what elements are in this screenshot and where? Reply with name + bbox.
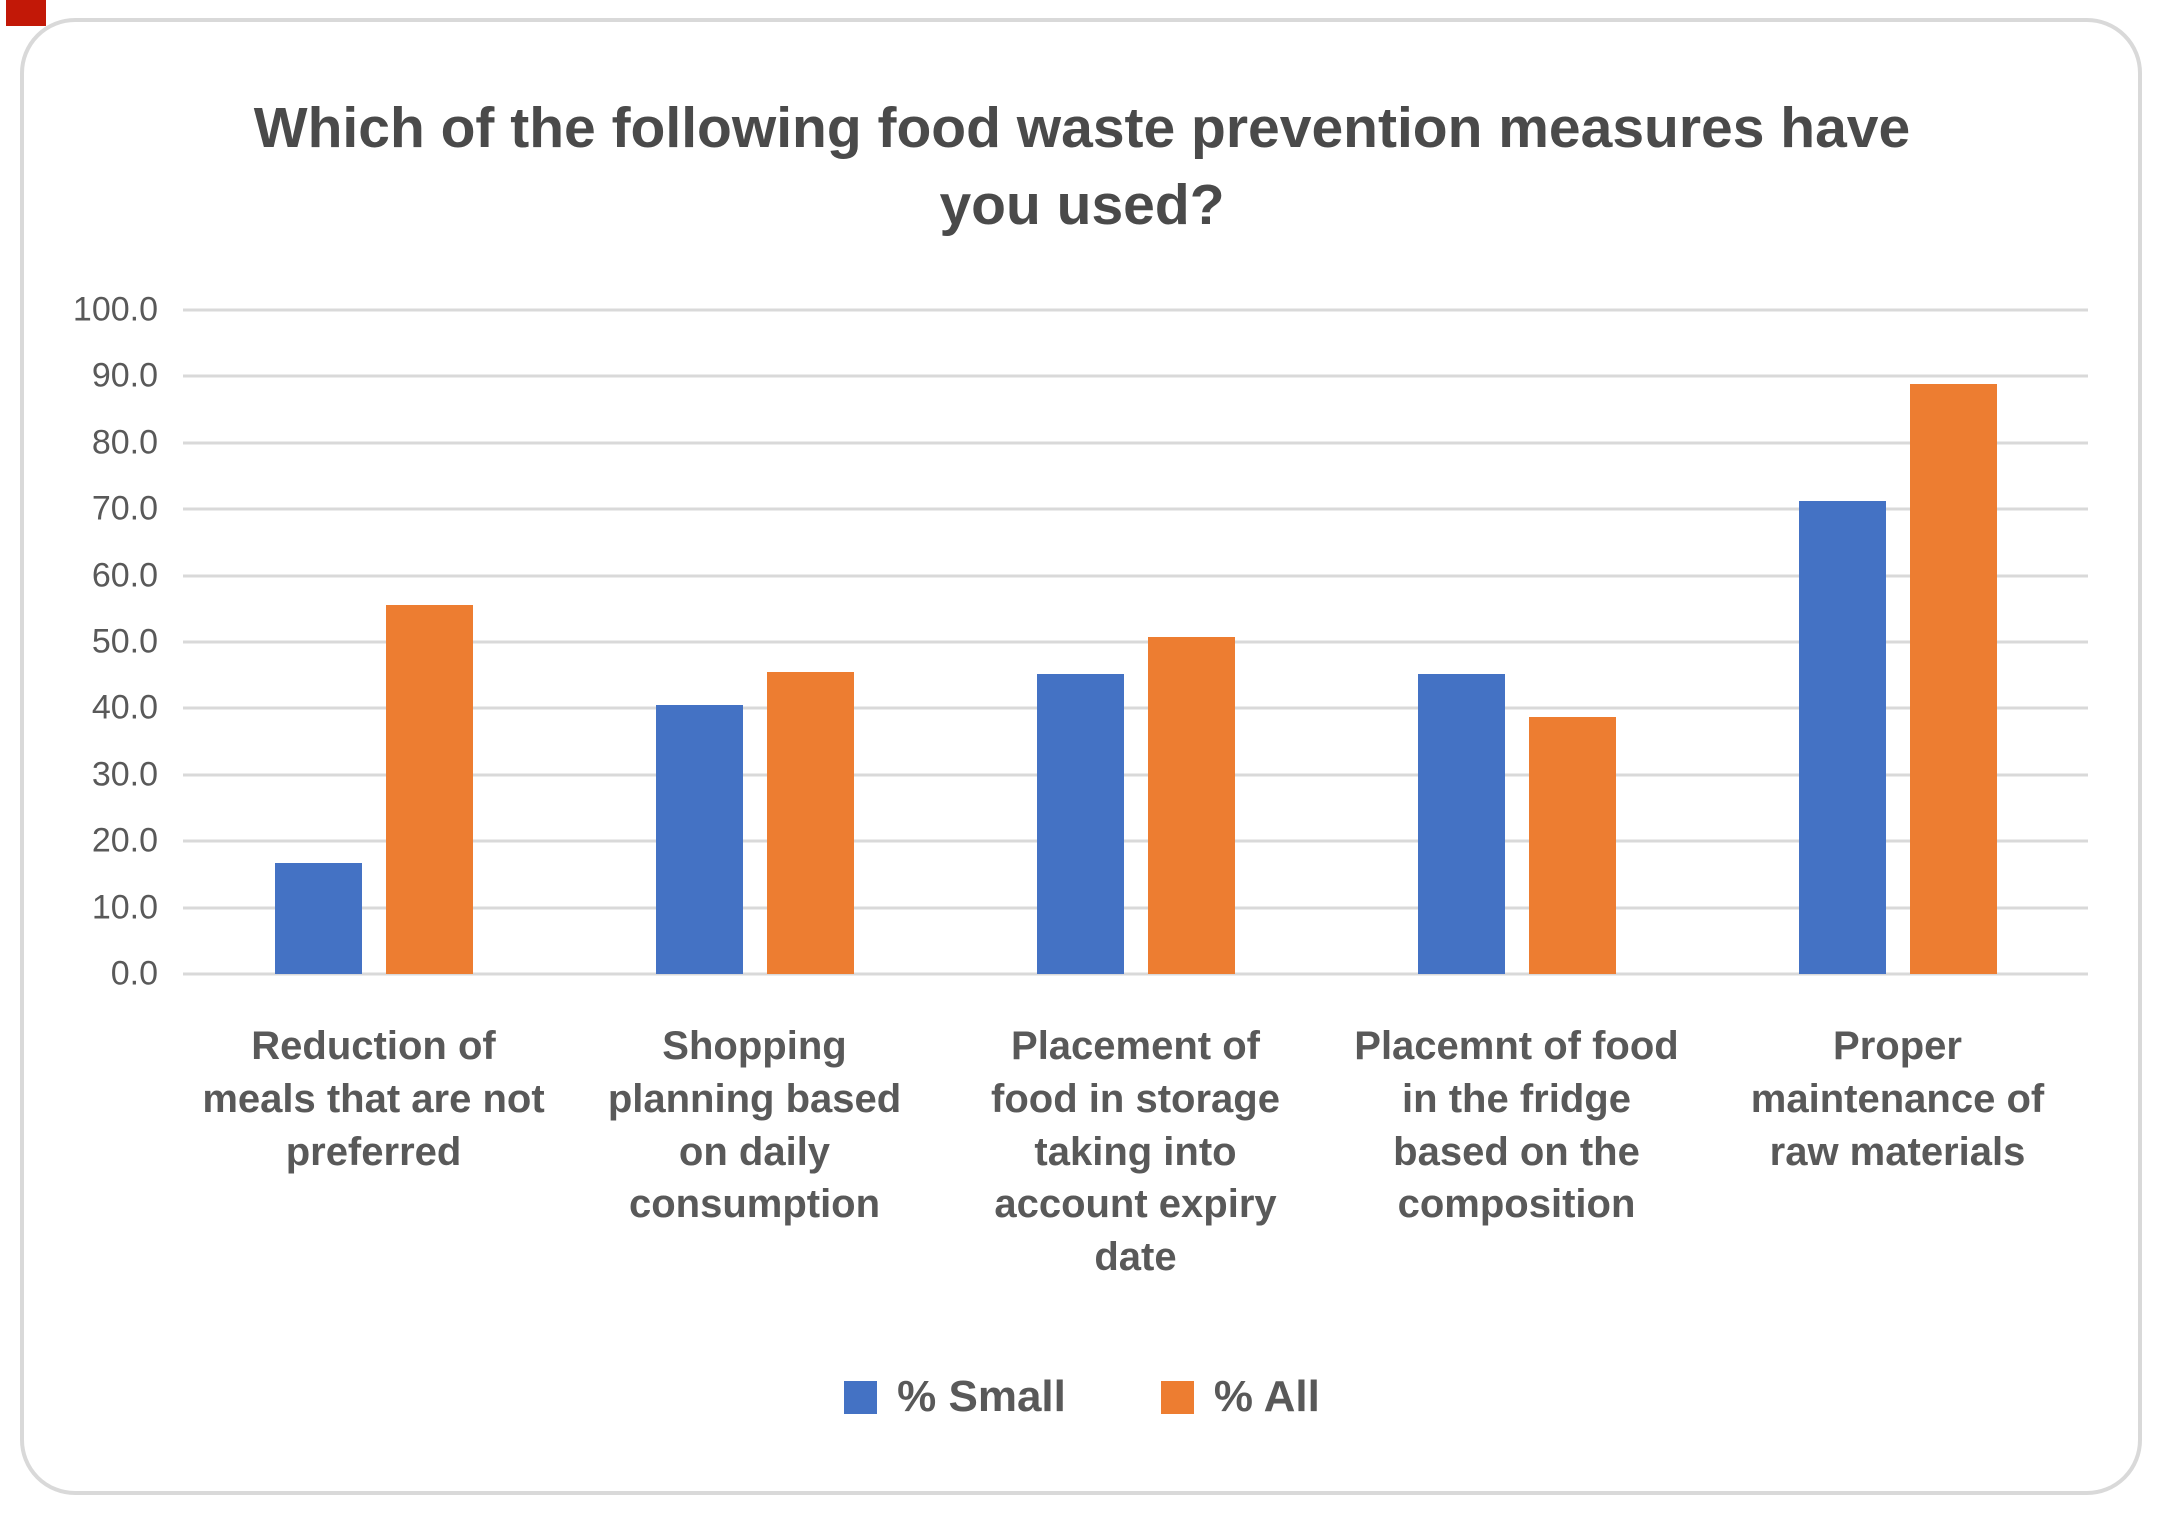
category-label-text: Placemnt of food in the fridge based on … <box>1354 1024 1679 1227</box>
legend-item: % All <box>1160 1372 1320 1422</box>
legend-swatch-all <box>1160 1380 1194 1414</box>
corner-marker <box>6 0 46 26</box>
gridline <box>183 507 2088 511</box>
category-label-text: Reduction of meals that are not preferre… <box>202 1024 545 1174</box>
y-axis-tick-label: 90.0 <box>91 356 158 395</box>
gridline <box>183 574 2088 578</box>
legend: % Small % All <box>0 1372 2164 1422</box>
bar-group <box>945 310 1326 974</box>
y-axis-tick-label: 40.0 <box>91 688 158 727</box>
y-axis-tick-label: 80.0 <box>91 423 158 462</box>
category-label-text: Shopping planning based on daily consump… <box>607 1024 902 1227</box>
category-label: Placement of food in storage taking into… <box>945 1020 1326 1284</box>
bar-group <box>183 310 564 974</box>
y-axis-tick-label: 70.0 <box>91 489 158 528</box>
bar-small <box>655 705 743 974</box>
category-label-text: Placement of food in storage taking into… <box>991 1024 1280 1280</box>
gridline <box>183 906 2088 910</box>
bar-small <box>274 863 362 974</box>
bar-all <box>1909 383 1997 974</box>
y-axis-tick-label: 100.0 <box>72 290 158 329</box>
y-axis-tick-label: 60.0 <box>91 556 158 595</box>
bar-small <box>1417 673 1505 974</box>
gridline <box>183 773 2088 777</box>
plot-area: 100.0 90.0 80.0 70.0 60.0 50.0 40.0 30.0 20.0 10.… <box>73 291 2088 993</box>
y-axis-tick-label: 50.0 <box>91 622 158 661</box>
y-axis-tick-label: 0.0 <box>110 954 158 993</box>
gridline <box>183 441 2088 445</box>
y-axis-tick-label: 10.0 <box>91 888 158 927</box>
bar-all <box>385 604 473 974</box>
bar-group <box>1326 310 1707 974</box>
y-axis-tick-label: 30.0 <box>91 755 158 794</box>
category-label: Proper maintenance of raw materials <box>1707 1020 2088 1178</box>
bar-all <box>1147 637 1235 974</box>
gridline <box>183 640 2088 644</box>
bar-small <box>1036 673 1124 974</box>
x-axis-labels: Reduction of meals that are not preferre… <box>183 1020 2088 1350</box>
category-label: Shopping planning based on daily consump… <box>564 1020 945 1231</box>
bar-small <box>1798 501 1886 974</box>
bar-all <box>766 671 854 974</box>
chart-title: Which of the following food waste preven… <box>253 96 1911 238</box>
category-label: Placemnt of food in the fridge based on … <box>1326 1020 1707 1231</box>
y-axis-tick-label: 20.0 <box>91 821 158 860</box>
legend-label: % Small <box>897 1372 1066 1421</box>
legend-label: % All <box>1213 1372 1320 1421</box>
legend-item: % Small <box>844 1372 1066 1422</box>
gridline <box>183 706 2088 710</box>
gridline <box>183 308 2088 312</box>
gridline <box>183 374 2088 378</box>
bar-group <box>564 310 945 974</box>
category-label-text: Proper maintenance of raw materials <box>1750 1024 2045 1174</box>
category-label: Reduction of meals that are not preferre… <box>183 1020 564 1178</box>
bar-all <box>1528 717 1616 974</box>
bar-group <box>1707 310 2088 974</box>
gridline <box>183 839 2088 843</box>
gridline <box>183 972 2088 976</box>
legend-swatch-small <box>844 1380 878 1414</box>
